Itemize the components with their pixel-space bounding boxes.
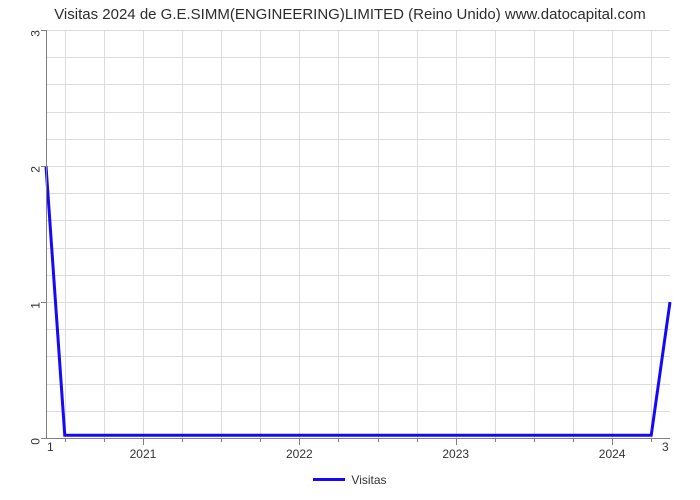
x-major-tick-mark xyxy=(143,438,144,445)
x-major-tick-mark xyxy=(456,438,457,445)
x-tick-label: 2022 xyxy=(286,447,313,461)
y-axis-line xyxy=(46,30,47,438)
x-tick-label: 2024 xyxy=(599,447,626,461)
chart-container: Visitas 2024 de G.E.SIMM(ENGINEERING)LIM… xyxy=(0,0,700,500)
y-tick-label: 3 xyxy=(29,30,43,37)
x-minor-tick-mark xyxy=(221,438,222,442)
legend: Visitas xyxy=(0,472,700,487)
bottom-left-label: 1 xyxy=(47,440,54,454)
x-axis-line xyxy=(46,438,670,439)
x-tick-label: 2023 xyxy=(442,447,469,461)
x-major-tick-mark xyxy=(612,438,613,445)
bottom-right-label: 3 xyxy=(662,440,669,454)
x-minor-tick-mark xyxy=(104,438,105,442)
x-minor-tick-mark xyxy=(573,438,574,442)
y-tick-label: 0 xyxy=(29,438,43,445)
x-minor-tick-mark xyxy=(65,438,66,442)
x-major-tick-mark xyxy=(299,438,300,445)
legend-swatch xyxy=(313,478,345,481)
x-minor-tick-mark xyxy=(378,438,379,442)
x-minor-tick-mark xyxy=(338,438,339,442)
x-minor-tick-mark xyxy=(495,438,496,442)
x-minor-tick-mark xyxy=(417,438,418,442)
chart-title: Visitas 2024 de G.E.SIMM(ENGINEERING)LIM… xyxy=(0,6,700,23)
x-minor-tick-mark xyxy=(534,438,535,442)
y-tick-label: 2 xyxy=(29,166,43,173)
x-minor-tick-mark xyxy=(260,438,261,442)
y-tick-label: 1 xyxy=(29,302,43,309)
legend-label: Visitas xyxy=(351,473,386,487)
series-line xyxy=(46,30,670,438)
plot-area xyxy=(46,30,670,438)
x-tick-label: 2021 xyxy=(130,447,157,461)
x-minor-tick-mark xyxy=(182,438,183,442)
x-minor-tick-mark xyxy=(651,438,652,442)
